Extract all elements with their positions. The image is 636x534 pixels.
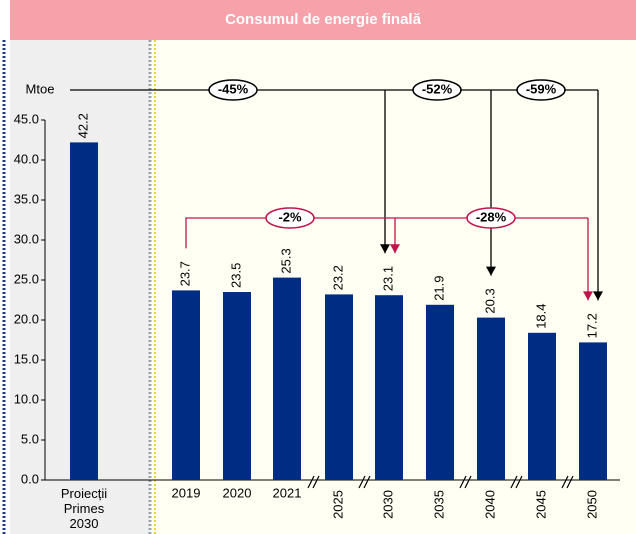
value-label: 17.2 bbox=[584, 313, 599, 338]
arrow-head bbox=[583, 291, 593, 301]
y-tick-label: 0.0 bbox=[21, 471, 39, 486]
title-bar bbox=[10, 0, 636, 40]
y-tick-label: 20.0 bbox=[14, 311, 39, 326]
y-tick-label: 15.0 bbox=[14, 351, 39, 366]
value-label: 21.9 bbox=[431, 275, 446, 300]
value-label: 23.2 bbox=[330, 265, 345, 290]
y-tick-label: 25.0 bbox=[14, 271, 39, 286]
value-label: 25.3 bbox=[278, 248, 293, 273]
value-label: 18.4 bbox=[533, 303, 548, 328]
y-axis-label: Mtoe bbox=[26, 81, 55, 96]
chart-title: Consumul de energie finală bbox=[225, 11, 422, 28]
bar bbox=[579, 342, 607, 480]
annotation-label: -52% bbox=[422, 81, 453, 96]
x-tick-label: 2025 bbox=[330, 490, 345, 519]
x-tick-label: 2021 bbox=[273, 485, 302, 500]
annotation-bubble bbox=[208, 79, 258, 101]
value-label: 23.1 bbox=[380, 266, 395, 291]
annotation-label: -28% bbox=[476, 209, 507, 224]
x-tick-label: Proiecții Primes 2030 bbox=[60, 486, 108, 531]
arrow-head bbox=[390, 244, 400, 254]
bar bbox=[477, 317, 505, 480]
x-tick-label: 2045 bbox=[533, 490, 548, 519]
y-tick-label: 30.0 bbox=[14, 231, 39, 246]
y-tick-label: 10.0 bbox=[14, 391, 39, 406]
annotation-label: -45% bbox=[218, 81, 249, 96]
bar bbox=[172, 290, 200, 480]
x-tick-label: 2040 bbox=[482, 490, 497, 519]
bar bbox=[375, 295, 403, 480]
value-label: 23.7 bbox=[177, 261, 192, 286]
bar bbox=[273, 277, 301, 480]
annotation-bubble bbox=[516, 79, 566, 101]
arrow-head bbox=[486, 266, 496, 276]
axis-breaks bbox=[307, 475, 574, 489]
connector bbox=[70, 89, 599, 301]
x-tick-label: 2030 bbox=[380, 490, 395, 519]
annotation-bubble bbox=[466, 207, 516, 229]
annotation-bubble bbox=[265, 207, 315, 229]
x-tick-label: 2050 bbox=[584, 490, 599, 519]
bar bbox=[528, 332, 556, 480]
value-label: 20.3 bbox=[482, 288, 497, 313]
arrow-head bbox=[380, 244, 390, 254]
arrow-head bbox=[593, 291, 603, 301]
y-tick-label: 45.0 bbox=[14, 111, 39, 126]
y-tick-label: 5.0 bbox=[21, 431, 39, 446]
x-tick-label: 2035 bbox=[431, 490, 446, 519]
y-tick-label: 35.0 bbox=[14, 191, 39, 206]
annotation-bubble bbox=[412, 79, 462, 101]
bar bbox=[426, 304, 454, 480]
x-tick-label: 2019 bbox=[172, 485, 201, 500]
bar bbox=[223, 292, 251, 480]
bar bbox=[70, 142, 98, 480]
bar bbox=[325, 294, 353, 480]
x-tick-label: 2020 bbox=[223, 485, 252, 500]
annotation-label: -2% bbox=[278, 209, 302, 224]
annotation-label: -59% bbox=[526, 81, 557, 96]
value-label: 42.2 bbox=[75, 113, 90, 138]
y-tick-label: 40.0 bbox=[14, 151, 39, 166]
value-label: 23.5 bbox=[228, 263, 243, 288]
